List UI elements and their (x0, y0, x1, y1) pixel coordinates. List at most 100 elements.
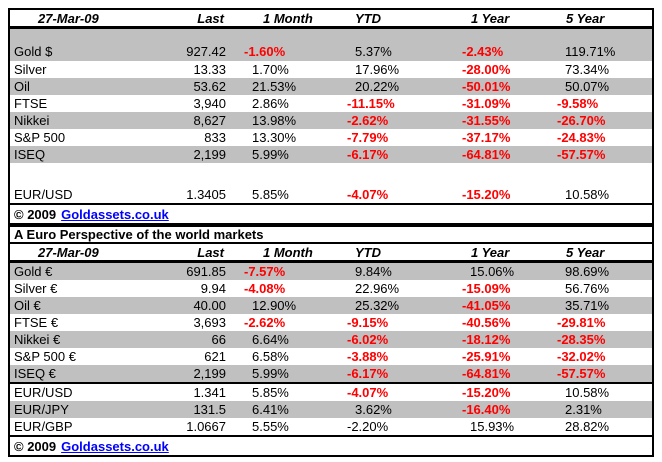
pct-1month: 6.41% (252, 402, 289, 417)
last-value: 691.85 (186, 264, 226, 279)
pct-ytd: -6.17% (347, 147, 389, 162)
last-value: 66 (211, 332, 226, 347)
column-header-last: Last (197, 244, 224, 260)
table-row: S&P 500 € 621 6.58% -3.88% -25.91% -32.02% (10, 348, 652, 365)
pct-1year: 15.06% (470, 264, 515, 279)
table2-body: Gold €691.85 -7.57% 9.84% 15.06% 98.69% Silve… (10, 263, 652, 435)
pct-5year: -26.70% (557, 113, 606, 128)
column-header-date: 27-Mar-09 (38, 244, 99, 260)
last-value: 1.341 (193, 385, 226, 400)
pct-1year: -37.17% (462, 130, 511, 145)
pct-5year: 73.34% (565, 62, 610, 77)
pct-ytd: -3.88% (347, 349, 389, 364)
table-row: Gold € 691.85 -7.57% 9.84% 15.06% 98.69% (10, 263, 652, 280)
pct-1month: 5.85% (252, 385, 289, 400)
row-label: FTSE € (14, 315, 59, 330)
pct-5year: -32.02% (557, 349, 606, 364)
table2-header-row: 27-Mar-09 Last 1 Month YTD 1 Year 5 Year (10, 244, 652, 263)
pct-1month: 12.90% (252, 298, 297, 313)
pct-5year: 2.31% (565, 402, 602, 417)
row-label: S&P 500 (14, 130, 66, 145)
pct-1month: 1.70% (252, 62, 289, 77)
row-label: ISEQ (14, 147, 46, 162)
table-row: Nikkei € 66 6.64% -6.02% -18.12% -28.35% (10, 331, 652, 348)
row-label: Gold $ (14, 44, 53, 59)
table-row: Oil 53.62 21.53% 20.22% -50.01% 50.07% (10, 78, 652, 95)
pct-1year: -15.09% (462, 281, 511, 296)
table1-footer: © 2009 Goldassets.co.uk (10, 203, 652, 223)
copyright-text: © 2009 (14, 206, 57, 222)
table-row: EUR/GBP 1.0667 5.55% -2.20% 15.93% 28.82% (10, 418, 652, 435)
column-header-ytd: YTD (355, 10, 381, 26)
pct-ytd: 17.96% (355, 62, 400, 77)
pct-1year: -18.12% (462, 332, 511, 347)
row-label: Gold € (14, 264, 53, 279)
pct-5year: -28.35% (557, 332, 606, 347)
pct-1month: -4.08% (244, 281, 286, 296)
last-value: 40.00 (193, 298, 226, 313)
pct-ytd: 5.37% (355, 44, 392, 59)
row-label: EUR/JPY (14, 402, 69, 417)
last-value: 621 (204, 349, 226, 364)
pct-ytd: -4.07% (347, 187, 389, 202)
column-header-1month: 1 Month (263, 10, 313, 26)
row-label: Nikkei (14, 113, 50, 128)
pct-1month: 21.53% (252, 79, 297, 94)
copyright-text: © 2009 (14, 438, 57, 454)
pct-5year: 119.71% (565, 44, 616, 59)
column-header-1month: 1 Month (263, 244, 313, 260)
last-value: 9.94 (200, 281, 226, 296)
pct-5year: 56.76% (565, 281, 610, 296)
row-label: EUR/GBP (14, 419, 73, 434)
pct-1month: 5.55% (252, 419, 289, 434)
table-row: Silver 13.33 1.70% 17.96% -28.00% 73.34% (10, 61, 652, 78)
last-value: 8,627 (193, 113, 226, 128)
row-label: EUR/USD (14, 187, 73, 202)
pct-5year: 10.58% (565, 385, 610, 400)
last-value: 3,940 (193, 96, 226, 111)
last-value: 1.3405 (186, 187, 226, 202)
goldassets-link[interactable]: Goldassets.co.uk (61, 438, 169, 454)
pct-5year: -57.57% (557, 366, 606, 381)
pct-ytd: 9.84% (355, 264, 392, 279)
pct-1month: 5.85% (252, 187, 289, 202)
pct-1year: -28.00% (462, 62, 511, 77)
row-label: Oil (14, 79, 30, 94)
last-value: 833 (204, 130, 226, 145)
pct-ytd: 25.32% (355, 298, 400, 313)
pct-1year: -64.81% (462, 366, 511, 381)
pct-ytd: -6.17% (347, 366, 389, 381)
pct-ytd: 3.62% (355, 402, 392, 417)
table-row: Nikkei 8,627 13.98% -2.62% -31.55% -26.70% (10, 112, 652, 129)
pct-ytd: -11.15% (347, 96, 395, 111)
table-row: FTSE 3,940 2.86% -11.15% -31.09% -9.58% (10, 95, 652, 112)
goldassets-link[interactable]: Goldassets.co.uk (61, 206, 169, 222)
row-label: Nikkei € (14, 332, 61, 347)
pct-1month: 13.98% (252, 113, 297, 128)
pct-1month: 6.58% (252, 349, 289, 364)
pct-ytd: -9.15% (347, 315, 389, 330)
pct-1month: 5.99% (252, 147, 289, 162)
pct-1month: -7.57% (244, 264, 286, 279)
pct-1year: 15.93% (470, 419, 515, 434)
pct-5year: -57.57% (557, 147, 606, 162)
column-header-5year: 5 Year (566, 244, 605, 260)
table-row: Oil € 40.00 12.90% 25.32% -41.05% 35.71% (10, 297, 652, 314)
pct-1year: -31.55% (462, 113, 511, 128)
pct-5year: -29.81% (557, 315, 606, 330)
pct-5year: 10.58% (565, 187, 610, 202)
table-row: ISEQ € 2,199 5.99% -6.17% -64.81% -57.57% (10, 365, 652, 384)
pct-5year: -9.58% (557, 96, 599, 111)
table-row: FTSE € 3,693 -2.62% -9.15% -40.56% -29.81% (10, 314, 652, 331)
pct-ytd: -7.79% (347, 130, 389, 145)
pct-ytd: 22.96% (355, 281, 400, 296)
column-header-1year: 1 Year (471, 244, 510, 260)
column-header-5year: 5 Year (566, 10, 605, 26)
last-value: 131.5 (193, 402, 226, 417)
pct-1month: -1.60% (244, 44, 286, 59)
pct-1year: -31.09% (462, 96, 511, 111)
table-row: Silver € 9.94 -4.08% 22.96% -15.09% 56.76% (10, 280, 652, 297)
table-row: EUR/USD 1.3405 5.85% -4.07% -15.20% 10.58% (10, 186, 652, 203)
table1-header-row: 27-Mar-09 Last 1 Month YTD 1 Year 5 Year (10, 10, 652, 29)
